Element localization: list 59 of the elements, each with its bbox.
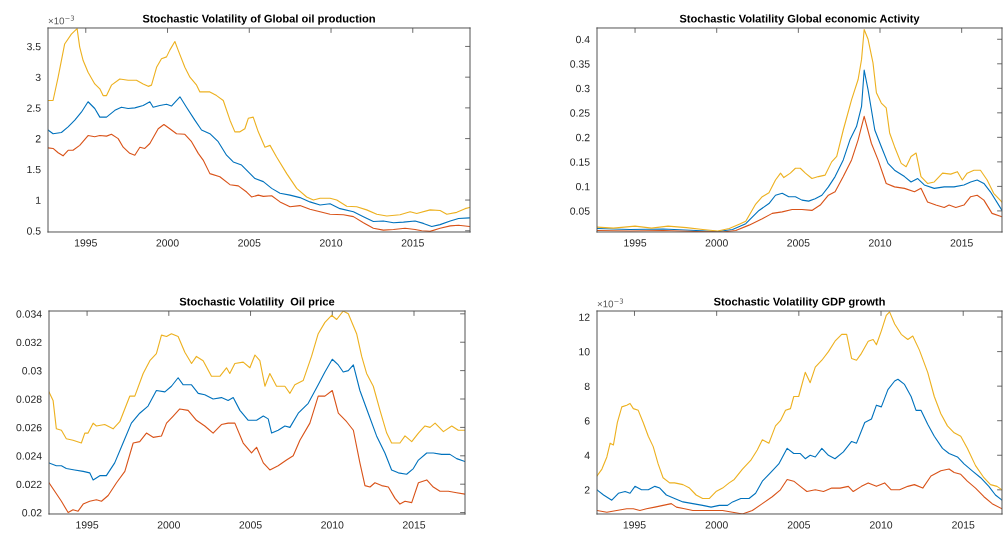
y-tick-label: 0.2 — [575, 133, 590, 142]
y-tick-label: 10 — [579, 348, 590, 356]
chart-title: Stochastic Volatility of Global oil production — [142, 14, 375, 25]
y-tick-label: 3 — [35, 73, 41, 82]
y-tick-label: 0.05 — [570, 207, 590, 215]
x-tick-label: 2015 — [402, 521, 426, 529]
y-tick-label: 0.026 — [16, 423, 42, 432]
y-tick-label: 2 — [584, 486, 590, 494]
y-tick-label: 0.5 — [26, 227, 41, 235]
y-tick-label: 6 — [584, 417, 590, 425]
y-tick-label: 0.15 — [570, 158, 590, 166]
line-series — [48, 96, 470, 228]
x-tick-label: 2005 — [238, 239, 261, 247]
x-tick-label: 2005 — [787, 521, 810, 529]
y-tick-label: 0.024 — [16, 452, 42, 460]
x-tick-label: 2015 — [950, 239, 973, 247]
y-tick-label: 1 — [36, 196, 41, 204]
y-tick-label: 0.25 — [570, 109, 590, 117]
text: ×10$^{−3}$ — [597, 298, 624, 308]
y-tick-label: 0.03 — [22, 367, 42, 375]
y-tick-label: 0.02 — [22, 509, 42, 517]
text: ×10$^{−3}$ — [48, 15, 75, 25]
y-tick-label: 0.35 — [570, 60, 590, 68]
x-tick-label: 2005 — [787, 239, 810, 247]
x-tick-label: 2010 — [319, 239, 343, 247]
line-series — [597, 378, 1002, 508]
y-tick-label: 2.5 — [27, 104, 41, 112]
x-tick-label: 2000 — [157, 521, 180, 529]
y-tick-label: 0.032 — [16, 338, 42, 347]
y-tick-label: 0.3 — [575, 84, 590, 93]
line-series — [49, 358, 465, 481]
y-tick-label: 0.4 — [575, 35, 590, 44]
x-tick-label: 2015 — [952, 521, 975, 529]
x-tick-label: 1995 — [624, 239, 647, 247]
line-series — [597, 28, 1002, 232]
x-tick-label: 2010 — [868, 239, 892, 247]
x-tick-label: 2015 — [401, 239, 424, 247]
y-tick-label: 0.034 — [16, 310, 42, 318]
y-tick-label: 2 — [35, 135, 41, 143]
x-tick-label: 2000 — [705, 239, 728, 247]
y-tick-label: 1.5 — [27, 165, 41, 174]
chart-title: Stochastic Volatility Oil price — [179, 297, 335, 308]
x-tick-label: 1995 — [76, 521, 99, 529]
x-tick-label: 2005 — [239, 521, 262, 529]
x-tick-label: 1995 — [623, 521, 646, 529]
x-tick-label: 2010 — [321, 521, 344, 529]
x-tick-label: 1995 — [74, 239, 97, 247]
x-tick-label: 2010 — [869, 521, 893, 529]
y-tick-label: 0.028 — [16, 395, 42, 403]
y-tick-label: 3.5 — [26, 42, 41, 51]
y-tick-label: 0.1 — [575, 182, 590, 191]
y-tick-label: 0.022 — [16, 480, 42, 489]
chart-title: Stochastic Volatility Global economic Activity — [679, 14, 920, 25]
y-tick-label: 4 — [584, 451, 590, 460]
x-tick-label: 2000 — [705, 521, 728, 529]
y-tick-label: 12 — [579, 313, 590, 321]
x-tick-label: 2000 — [156, 239, 179, 247]
chart-title: Stochastic Volatility GDP growth — [713, 297, 885, 308]
y-tick-label: 8 — [584, 382, 590, 391]
